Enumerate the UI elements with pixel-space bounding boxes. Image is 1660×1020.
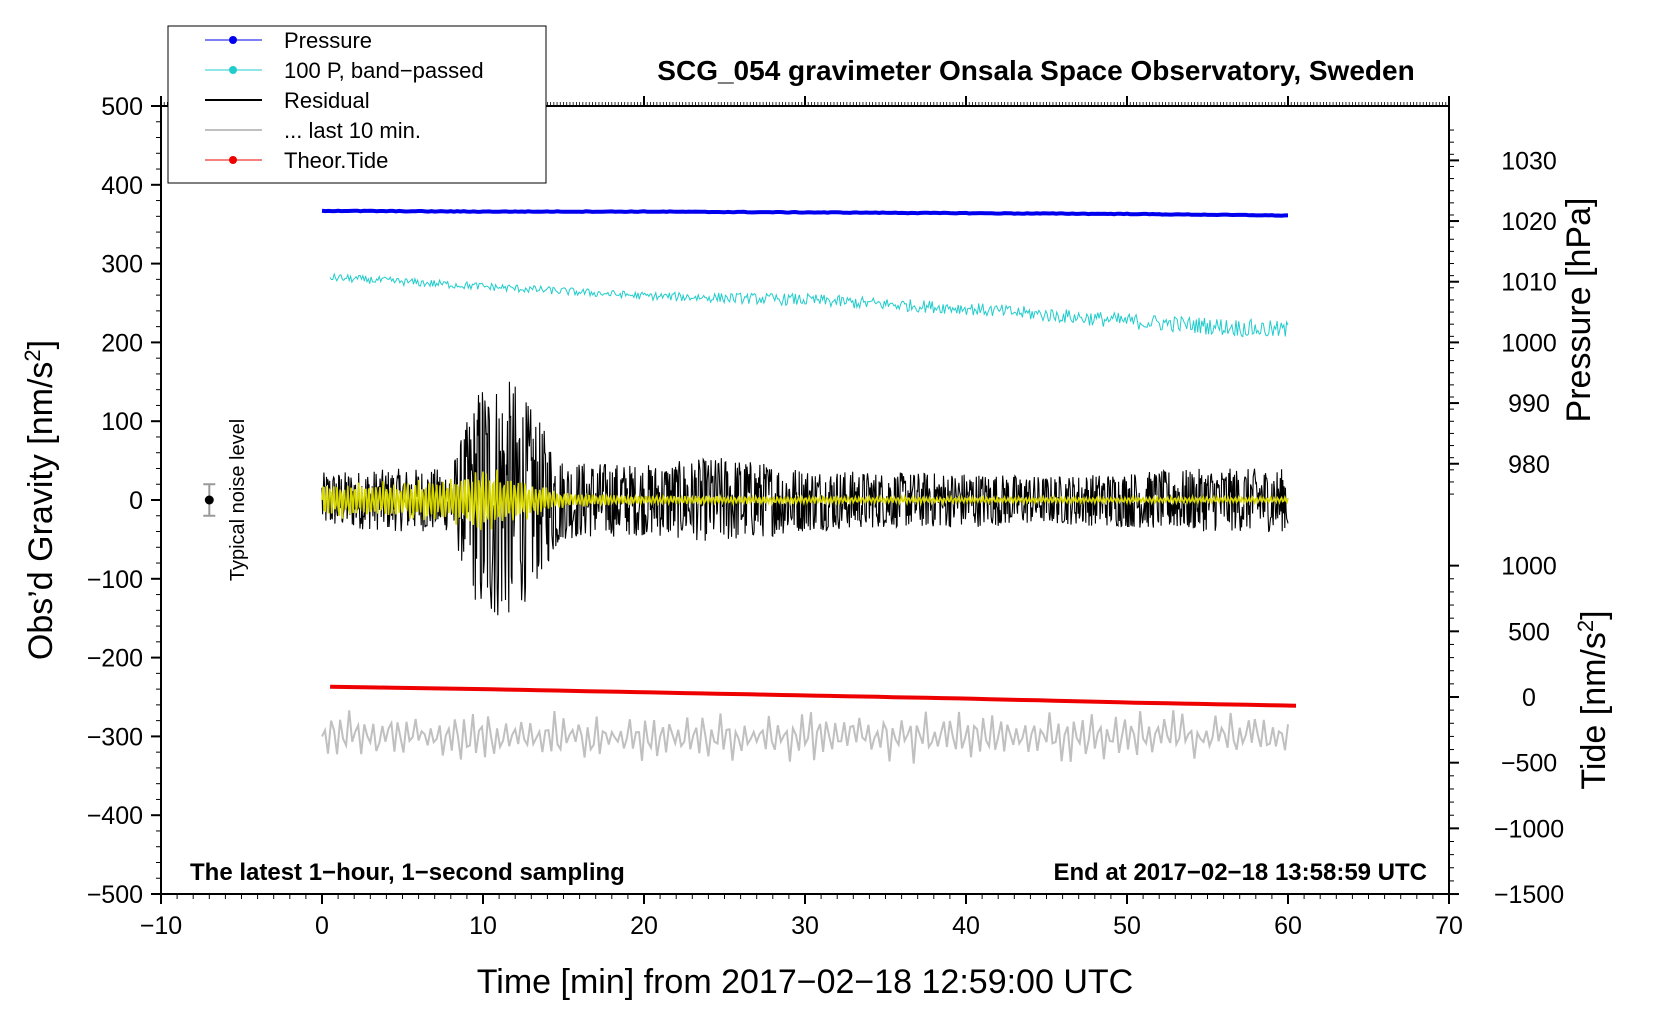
tide-tick-label: −1500 [1494,881,1564,909]
tide-tick-label: 1000 [1501,553,1557,581]
bandpassed-pressure-line [329,272,1289,338]
legend-label: ... last 10 min. [284,118,421,143]
tide-axis-label-text: Tide [nm/s [1575,632,1613,789]
y-tick-label: 300 [101,251,143,279]
y-tick-label: 400 [101,172,143,200]
y-tick-label: −400 [87,802,143,830]
tide-tick-label: −1000 [1494,815,1564,843]
x-tick-label: −10 [140,912,182,940]
pressure-line [321,208,1288,218]
legend-label: Pressure [284,28,372,53]
legend-marker [229,66,237,74]
annotation-end-time: End at 2017−02−18 13:58:59 UTC [1053,859,1427,886]
last-10-min-line [321,710,1289,764]
pressure-tick-label: 1000 [1501,329,1557,357]
y-tick-label: −200 [87,645,143,673]
tide-axis-label-sup: 2 [1573,620,1598,632]
noise-point [204,495,214,505]
y-tick-label: 200 [101,329,143,357]
y-tick-label: −300 [87,723,143,751]
residual-line [321,381,1289,616]
legend: Pressure 100 P, band−passed Residual ... la… [167,25,547,184]
x-tick-label: 50 [1113,912,1141,940]
tide-tick-label: 0 [1522,684,1536,712]
x-tick-label: 70 [1435,912,1463,940]
y-tick-label: −100 [87,566,143,594]
legend-marker [229,36,237,44]
chart-title: SCG_054 gravimeter Onsala Space Observat… [657,55,1414,86]
y-tick-label: −500 [87,881,143,909]
legend-marker [229,156,237,164]
x-axis-label: Time [min] from 2017−02−18 12:59:00 UTC [477,963,1133,1001]
tide-tick-label: −500 [1501,750,1557,778]
pressure-tick-label: 1030 [1501,147,1557,175]
annotation-sampling: The latest 1−hour, 1−second sampling [190,859,625,886]
x-tick-label: 10 [469,912,497,940]
axis-ticks: −10 0 10 20 30 40 50 60 70−500−400−300−200−10001… [87,93,1564,940]
legend-label: Theor.Tide [284,148,388,173]
y-axis-label: Obs’d Gravity [nm/s2] [20,340,60,660]
noise-level-indicator: Typical noise level [203,419,249,581]
y-axis-label-text: Obs’d Gravity [nm/s [22,362,60,661]
x-tick-label: 30 [791,912,819,940]
y-tick-label: 500 [101,93,143,121]
x-tick-label: 20 [630,912,658,940]
x-tick-label: 40 [952,912,980,940]
pressure-tick-label: 980 [1508,451,1550,479]
legend-label: 100 P, band−passed [284,58,484,83]
pressure-tick-label: 990 [1508,390,1550,418]
tide-line [330,684,1297,708]
y-tick-label: 100 [101,408,143,436]
y-axis-label-close: ] [22,340,60,349]
tide-tick-label: 500 [1508,618,1550,646]
y-tick-label: 0 [129,487,143,515]
x-tick-label: 0 [315,912,329,940]
pressure-axis-label: Pressure [hPa] [1560,198,1598,423]
tide-axis-label: Tide [nm/s2] [1573,610,1613,789]
series-layer [321,208,1297,764]
pressure-tick-label: 1010 [1501,269,1557,297]
tide-axis-label-close: ] [1575,610,1613,619]
pressure-tick-label: 1020 [1501,208,1557,236]
x-tick-label: 60 [1274,912,1302,940]
y-axis-label-sup: 2 [20,349,45,361]
noise-level-label: Typical noise level [227,419,249,581]
legend-label: Residual [284,88,370,113]
residual-smoothed-line [321,469,1289,531]
